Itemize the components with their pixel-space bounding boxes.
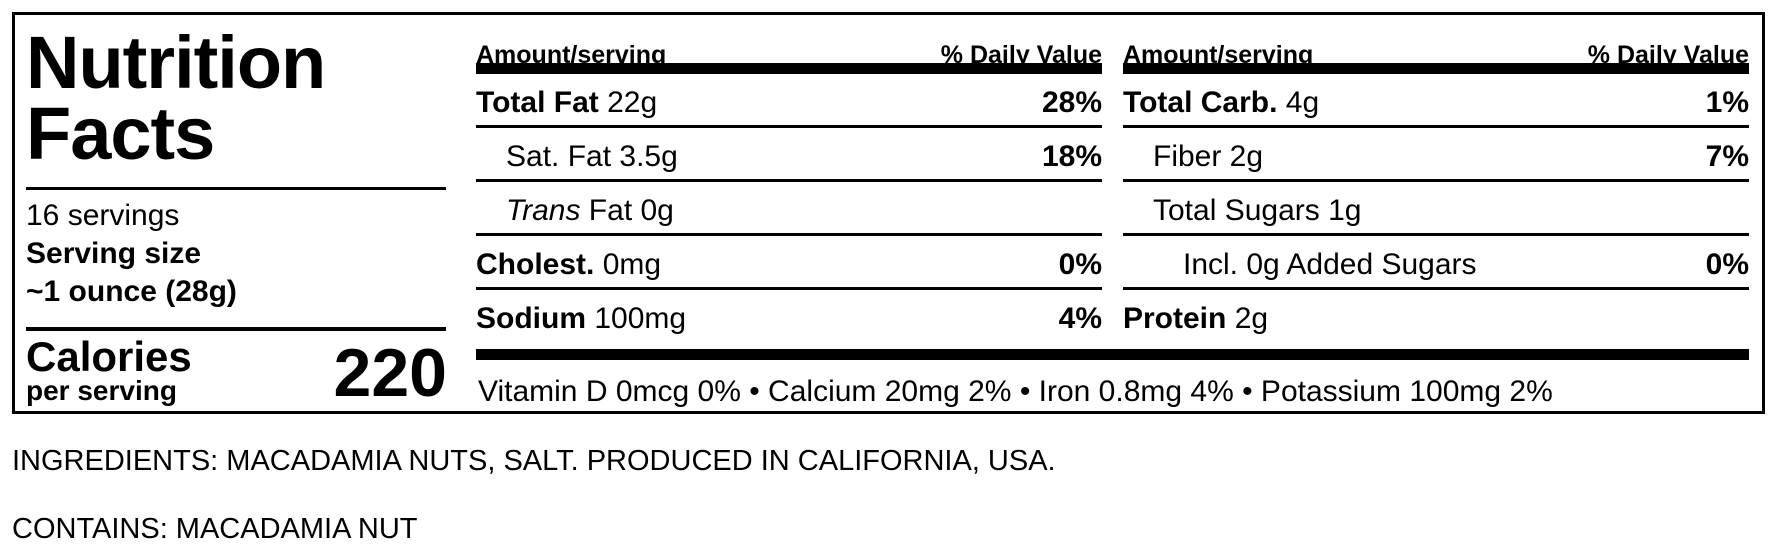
serving-size-label: Serving size	[26, 237, 202, 270]
nutrient-amount: 100mg	[594, 302, 687, 335]
nutrient-name: Fat 0g	[580, 194, 674, 227]
column-header: Amount/serving % Daily Value	[1123, 25, 1749, 69]
nutrient-row-added-sugars: Incl. 0g Added Sugars 0%	[1123, 236, 1749, 290]
nutrient-row-sat-fat: Sat. Fat 3.5g 18%	[476, 128, 1102, 182]
nutrient-amount: 0mg	[602, 248, 662, 281]
nutrient-row-trans-fat: Trans Fat 0g	[476, 182, 1102, 236]
nutrient-name: Sat. Fat 3.5g	[506, 140, 678, 173]
calories-value: 220	[333, 335, 447, 411]
nutrient-column-1: Amount/serving % Daily Value Total Fat 2…	[476, 25, 1102, 345]
header-amount: Amount/serving	[1123, 41, 1314, 69]
nutrient-percent: 0%	[1705, 248, 1749, 281]
nutrient-row-total-sugars: Total Sugars 1g	[1123, 182, 1749, 236]
nutrient-amount: 22g	[607, 86, 658, 119]
nutrient-name: Total Sugars 1g	[1153, 194, 1362, 227]
nutrient-amount: 4g	[1285, 86, 1320, 119]
nutrient-percent: 18%	[1041, 140, 1102, 173]
nutrient-name: Total Fat	[476, 86, 599, 119]
nutrient-row-total-fat: Total Fat 22g 28%	[476, 74, 1102, 128]
header-amount: Amount/serving	[476, 41, 667, 69]
divider	[26, 187, 446, 190]
nutrient-amount: 2g	[1234, 302, 1269, 335]
nutrient-percent: 1%	[1705, 86, 1749, 119]
nutrient-percent: 7%	[1705, 140, 1749, 173]
label-title: Nutrition Facts	[26, 21, 326, 175]
nutrient-name: Protein	[1123, 302, 1227, 335]
nutrient-row-fiber: Fiber 2g 7%	[1123, 128, 1749, 182]
nutrient-percent: 4%	[1058, 302, 1102, 335]
nutrition-facts-label: Nutrition Facts 16 servings Serving size…	[12, 12, 1765, 414]
column-header: Amount/serving % Daily Value	[476, 25, 1102, 69]
header-daily-value: % Daily Value	[1587, 41, 1749, 69]
title-line-2: Facts	[26, 92, 215, 175]
nutrient-name: Incl. 0g Added Sugars	[1183, 248, 1477, 281]
title-line-1: Nutrition	[26, 21, 326, 104]
nutrient-percent: 0%	[1058, 248, 1102, 281]
serving-size-value: ~1 ounce (28g)	[26, 275, 237, 308]
nutrient-row-protein: Protein 2g	[1123, 290, 1749, 345]
label-left-panel: Nutrition Facts 16 servings Serving size…	[26, 21, 453, 411]
nutrient-name-italic: Trans	[506, 194, 581, 227]
vitamins-line: Vitamin D 0mcg 0% • Calcium 20mg 2% • Ir…	[478, 375, 1553, 408]
calories-sublabel: per serving	[26, 375, 177, 406]
ingredients-text: INGREDIENTS: MACADAMIA NUTS, SALT. PRODU…	[12, 445, 1056, 477]
allergen-text: CONTAINS: MACADAMIA NUT	[12, 513, 418, 545]
nutrient-row-total-carb: Total Carb. 4g 1%	[1123, 74, 1749, 128]
nutrient-percent: 28%	[1041, 86, 1102, 119]
thick-divider	[1123, 63, 1749, 74]
calories-label: Calories	[26, 333, 192, 380]
nutrient-name: Cholest.	[476, 248, 595, 281]
servings-count: 16 servings	[26, 199, 180, 232]
nutrient-name: Total Carb.	[1123, 86, 1278, 119]
nutrient-row-cholesterol: Cholest. 0mg 0%	[476, 236, 1102, 290]
nutrient-column-2: Amount/serving % Daily Value Total Carb.…	[1123, 25, 1749, 345]
divider	[26, 327, 446, 331]
nutrient-row-sodium: Sodium 100mg 4%	[476, 290, 1102, 345]
thick-divider	[476, 349, 1749, 360]
thick-divider	[476, 63, 1102, 74]
nutrient-name: Sodium	[476, 302, 586, 335]
header-daily-value: % Daily Value	[940, 41, 1102, 69]
nutrient-name: Fiber 2g	[1153, 140, 1264, 173]
